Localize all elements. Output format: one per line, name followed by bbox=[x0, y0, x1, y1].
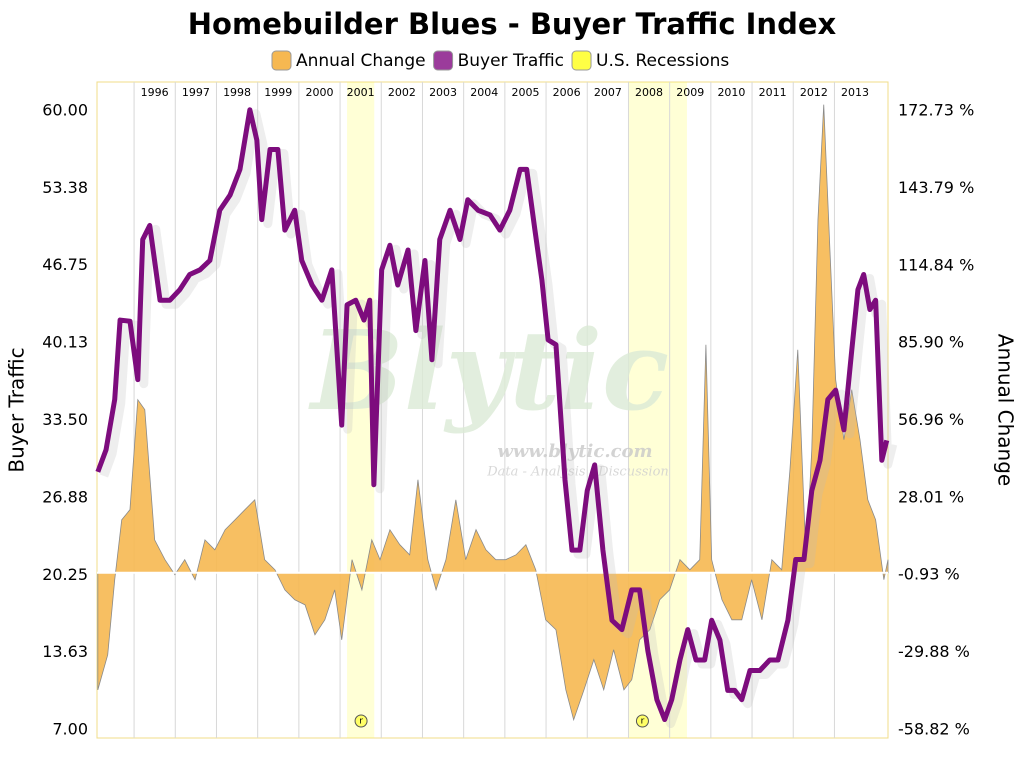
x-tick-label: 2006 bbox=[553, 86, 581, 99]
x-tick-label: 2008 bbox=[635, 86, 663, 99]
watermark: Blytic bbox=[308, 306, 669, 435]
legend-label: Annual Change bbox=[296, 51, 426, 71]
y2-tick-label: 143.79 % bbox=[898, 178, 974, 197]
recession-marker bbox=[354, 714, 368, 728]
y-tick-label: 46.75 bbox=[42, 255, 88, 274]
x-tick-label: 2011 bbox=[759, 86, 787, 99]
x-tick-label: 1998 bbox=[223, 86, 251, 99]
legend-item: Annual Change bbox=[271, 50, 426, 71]
x-tick-label: 2007 bbox=[594, 86, 622, 99]
y-tick-label: 40.13 bbox=[42, 333, 88, 352]
recession-marker-label: r bbox=[359, 717, 363, 727]
y-tick-label: 26.88 bbox=[42, 487, 88, 506]
y2-tick-label: 172.73 % bbox=[898, 101, 974, 120]
legend-swatch bbox=[571, 50, 592, 71]
x-tick-label: 2012 bbox=[800, 86, 828, 99]
y2-tick-label: 56.96 % bbox=[898, 410, 964, 429]
x-tick-label: 2001 bbox=[347, 86, 375, 99]
chart-title: Homebuilder Blues - Buyer Traffic Index bbox=[188, 7, 837, 41]
x-tick-label: 1997 bbox=[182, 86, 210, 99]
y2-axis-title: Annual Change bbox=[994, 334, 1018, 486]
legend-swatch bbox=[433, 50, 454, 71]
watermark: www.blytic.com bbox=[497, 441, 652, 462]
y-tick-label: 60.00 bbox=[42, 100, 88, 119]
line-shadow bbox=[99, 109, 898, 729]
y2-tick-label: -0.93 % bbox=[898, 565, 960, 584]
y2-tick-label: 28.01 % bbox=[898, 487, 964, 506]
y-axis-title: Buyer Traffic bbox=[5, 347, 29, 472]
watermark: Data - Analysis - Discussion bbox=[486, 465, 669, 480]
y-tick-label: 33.50 bbox=[42, 410, 88, 429]
x-tick-label: 1996 bbox=[141, 86, 169, 99]
y-tick-label: 13.63 bbox=[42, 642, 88, 661]
x-tick-label: 2004 bbox=[470, 86, 498, 99]
line bbox=[95, 107, 890, 723]
legend-item: Buyer Traffic bbox=[433, 50, 564, 71]
y2-tick-label: -58.82 % bbox=[898, 720, 970, 739]
recession-marker-label: r bbox=[641, 717, 645, 727]
y-tick-label: 7.00 bbox=[52, 720, 88, 739]
x-tick-label: 2010 bbox=[717, 86, 745, 99]
y-tick-label: 53.38 bbox=[42, 178, 88, 197]
legend-label: Buyer Traffic bbox=[458, 51, 564, 71]
x-tick-label: 2000 bbox=[305, 86, 333, 99]
x-tick-label: 2003 bbox=[429, 86, 457, 99]
recession-marker bbox=[635, 714, 649, 728]
legend-item: U.S. Recessions bbox=[571, 50, 729, 71]
y2-tick-label: -29.88 % bbox=[898, 642, 970, 661]
legend-label: U.S. Recessions bbox=[596, 51, 729, 71]
x-tick-label: 2013 bbox=[841, 86, 869, 99]
y2-tick-label: 114.84 % bbox=[898, 255, 974, 274]
x-tick-label: 2009 bbox=[676, 86, 704, 99]
x-tick-label: 1999 bbox=[264, 86, 292, 99]
x-tick-label: 2002 bbox=[388, 86, 416, 99]
y-tick-label: 20.25 bbox=[42, 565, 88, 584]
legend: Annual Change Buyer Traffic U.S. Recession… bbox=[271, 50, 729, 71]
area bbox=[97, 104, 889, 722]
legend-swatch bbox=[271, 50, 292, 71]
y2-tick-label: 85.90 % bbox=[898, 333, 964, 352]
x-tick-label: 2005 bbox=[511, 86, 539, 99]
